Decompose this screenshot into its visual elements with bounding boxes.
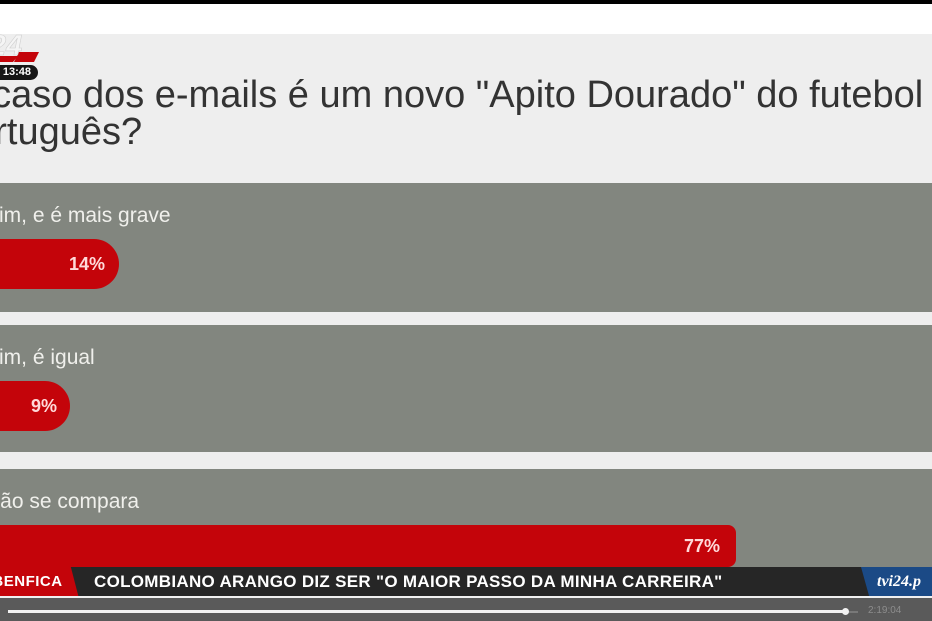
svg-text:24: 24 [0, 32, 22, 62]
